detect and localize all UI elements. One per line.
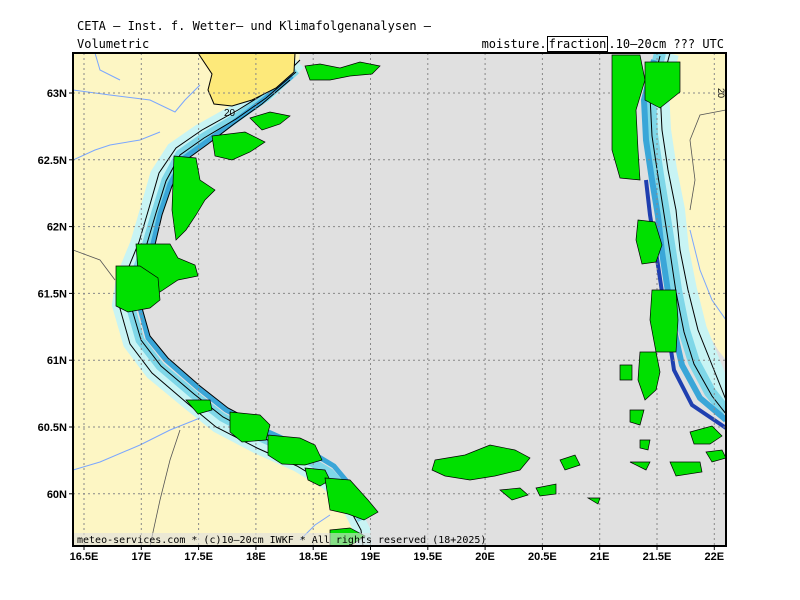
lon-tick-label: 19.5E (413, 551, 442, 563)
lon-tick-label: 22E (705, 551, 725, 563)
lat-tick-label: 60.5N (38, 422, 67, 434)
institute-title: CETA – Inst. f. Wetter– und Klimafolgena… (77, 19, 432, 33)
high-moisture-area (197, 53, 296, 107)
axis-ticks: 16.5E 17E 17.5E 18E 18.5E 19E 19.5E 20E 20.5E 21E… (38, 88, 724, 563)
fraction-box: fraction (546, 36, 609, 52)
lon-tick-label: 18E (246, 551, 266, 563)
lon-tick-label: 17.5E (184, 551, 213, 563)
east-band-3 (640, 59, 726, 423)
lat-tick-label: 63N (47, 88, 67, 100)
lat-tick-label: 62.5N (38, 155, 67, 167)
lat-tick-label: 61N (47, 355, 67, 367)
admin-borders (73, 109, 726, 546)
east-band-outer (646, 53, 726, 410)
contour-label-east: 20 (716, 88, 726, 98)
variable-left-label: Volumetric (77, 37, 150, 51)
copyright-footer: meteo-services.com * (c)10–20cm IWKF * A… (77, 535, 486, 546)
lon-tick-label: 17E (132, 551, 152, 563)
rivers (73, 53, 726, 541)
graticule (73, 53, 726, 546)
lon-tick-label: 20E (475, 551, 495, 563)
lat-tick-label: 61.5N (38, 288, 67, 300)
lon-tick-label: 21E (590, 551, 610, 563)
contour-label: 20 (224, 108, 236, 119)
east-land (660, 53, 726, 360)
lon-tick-label: 20.5E (528, 551, 557, 563)
west-land (73, 53, 362, 546)
lon-tick-label: 21.5E (643, 551, 672, 563)
map-layers (73, 53, 726, 546)
lon-tick-label: 19E (361, 551, 381, 563)
variable-right-label: moisture. fraction .10–20cm ??? UTC (481, 36, 724, 52)
map-frame (72, 52, 727, 547)
lon-tick-label: 18.5E (299, 551, 328, 563)
lon-tick-label: 16.5E (70, 551, 99, 563)
lat-tick-label: 60N (47, 489, 67, 501)
lat-tick-label: 62N (47, 222, 67, 234)
east-contour-line-2 (649, 55, 726, 415)
footer-background (74, 533, 474, 545)
